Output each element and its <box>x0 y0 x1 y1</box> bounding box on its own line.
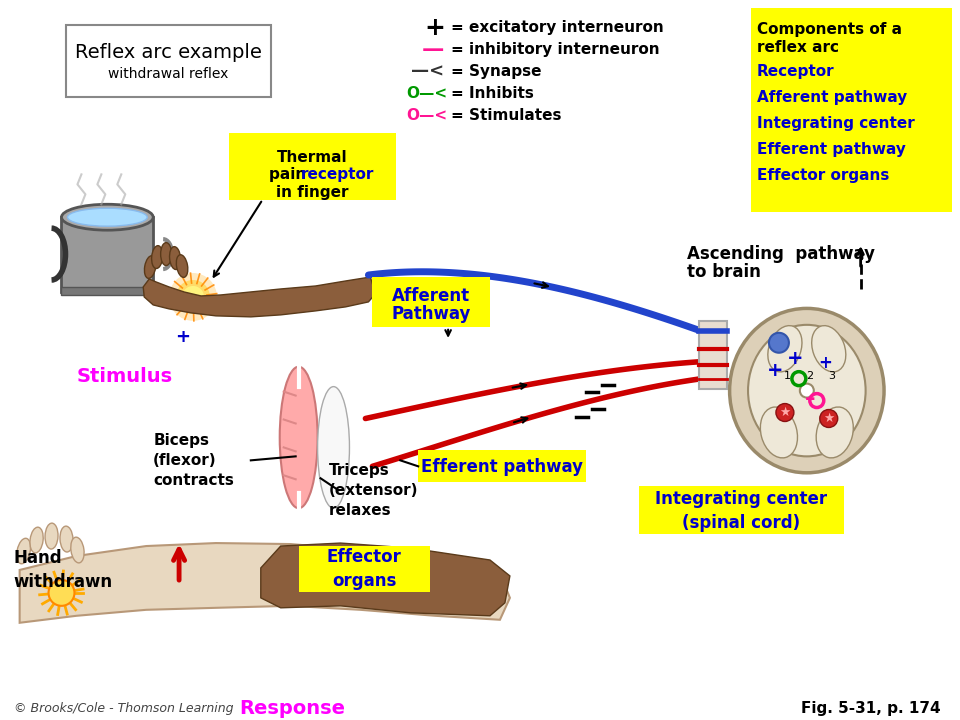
Bar <box>66 25 271 96</box>
Text: Reflex arc example: Reflex arc example <box>75 43 261 63</box>
Circle shape <box>169 273 217 321</box>
Text: pain: pain <box>269 168 311 182</box>
Bar <box>61 217 154 292</box>
Ellipse shape <box>748 325 866 456</box>
Text: +: + <box>767 361 783 380</box>
Text: Stimulus: Stimulus <box>77 367 173 386</box>
Circle shape <box>820 410 838 428</box>
Ellipse shape <box>812 325 846 372</box>
Ellipse shape <box>160 243 172 266</box>
Text: Effector organs: Effector organs <box>757 168 889 183</box>
Text: Efferent pathway: Efferent pathway <box>420 459 583 477</box>
Text: Thermal: Thermal <box>277 150 348 166</box>
Ellipse shape <box>279 366 318 508</box>
Ellipse shape <box>144 256 156 279</box>
Text: withdrawal reflex: withdrawal reflex <box>108 67 228 81</box>
Ellipse shape <box>45 523 58 549</box>
Text: 2: 2 <box>806 371 813 381</box>
Polygon shape <box>261 543 510 616</box>
Text: Triceps
(extensor)
relaxes: Triceps (extensor) relaxes <box>328 463 418 518</box>
Ellipse shape <box>170 247 180 269</box>
Bar <box>61 287 154 295</box>
Ellipse shape <box>768 325 802 372</box>
Bar <box>751 8 952 212</box>
Text: Fig. 5-31, p. 174: Fig. 5-31, p. 174 <box>801 701 941 716</box>
Text: O—<: O—< <box>407 86 447 102</box>
Text: receptor: receptor <box>300 168 374 182</box>
Ellipse shape <box>71 537 84 563</box>
Text: Response: Response <box>239 699 345 718</box>
Text: = Stimulates: = Stimulates <box>451 108 562 123</box>
Text: Integrating center: Integrating center <box>757 116 915 131</box>
Ellipse shape <box>760 407 798 458</box>
Bar <box>419 451 586 482</box>
Bar <box>228 132 396 200</box>
Polygon shape <box>143 277 375 317</box>
Ellipse shape <box>67 208 147 226</box>
Text: –: – <box>804 389 815 408</box>
Polygon shape <box>19 543 510 623</box>
Text: Afferent: Afferent <box>392 287 470 305</box>
Text: in finger: in finger <box>276 185 348 200</box>
Circle shape <box>176 280 210 314</box>
Text: Pathway: Pathway <box>392 305 470 323</box>
Text: = Synapse: = Synapse <box>451 64 541 79</box>
Text: Afferent pathway: Afferent pathway <box>757 90 907 105</box>
Text: 3: 3 <box>828 371 835 381</box>
Circle shape <box>182 286 204 308</box>
Text: 1: 1 <box>783 371 790 381</box>
Text: Effector
organs: Effector organs <box>327 548 402 590</box>
Ellipse shape <box>30 527 43 553</box>
Ellipse shape <box>730 308 884 473</box>
Circle shape <box>800 384 814 397</box>
Circle shape <box>49 580 75 606</box>
Ellipse shape <box>61 204 154 230</box>
Text: = excitatory interneuron: = excitatory interneuron <box>451 20 664 35</box>
Bar <box>372 277 490 327</box>
Ellipse shape <box>152 246 162 269</box>
Text: to brain: to brain <box>687 263 761 281</box>
Ellipse shape <box>177 255 188 277</box>
Ellipse shape <box>318 387 349 508</box>
Bar <box>299 546 430 592</box>
Text: Biceps
(flexor)
contracts: Biceps (flexor) contracts <box>154 433 234 487</box>
Text: —<: —< <box>411 63 444 81</box>
Text: +: + <box>176 328 191 346</box>
Ellipse shape <box>60 526 73 552</box>
Text: ★: ★ <box>823 412 834 425</box>
Text: Efferent pathway: Efferent pathway <box>757 142 906 157</box>
Bar <box>699 321 727 389</box>
Text: Components of a: Components of a <box>757 22 902 37</box>
Text: +: + <box>818 354 831 372</box>
Text: Receptor: Receptor <box>757 64 834 79</box>
Ellipse shape <box>816 407 853 458</box>
Text: = Inhibits: = Inhibits <box>451 86 534 102</box>
Text: ★: ★ <box>780 406 790 419</box>
Text: Integrating center
(spinal cord): Integrating center (spinal cord) <box>655 490 828 532</box>
Text: Ascending  pathway: Ascending pathway <box>687 245 876 263</box>
Text: O—<: O—< <box>407 108 447 123</box>
Text: Hand
withdrawn: Hand withdrawn <box>13 549 112 590</box>
Text: —: — <box>422 40 444 60</box>
Text: = inhibitory interneuron: = inhibitory interneuron <box>451 42 660 58</box>
Text: © Brooks/Cole - Thomson Learning: © Brooks/Cole - Thomson Learning <box>13 702 233 715</box>
Text: +: + <box>424 16 445 40</box>
Text: reflex arc: reflex arc <box>757 40 839 55</box>
Ellipse shape <box>16 539 31 564</box>
Circle shape <box>769 333 789 353</box>
Text: +: + <box>786 349 804 368</box>
Circle shape <box>776 403 794 421</box>
Bar <box>639 486 844 534</box>
